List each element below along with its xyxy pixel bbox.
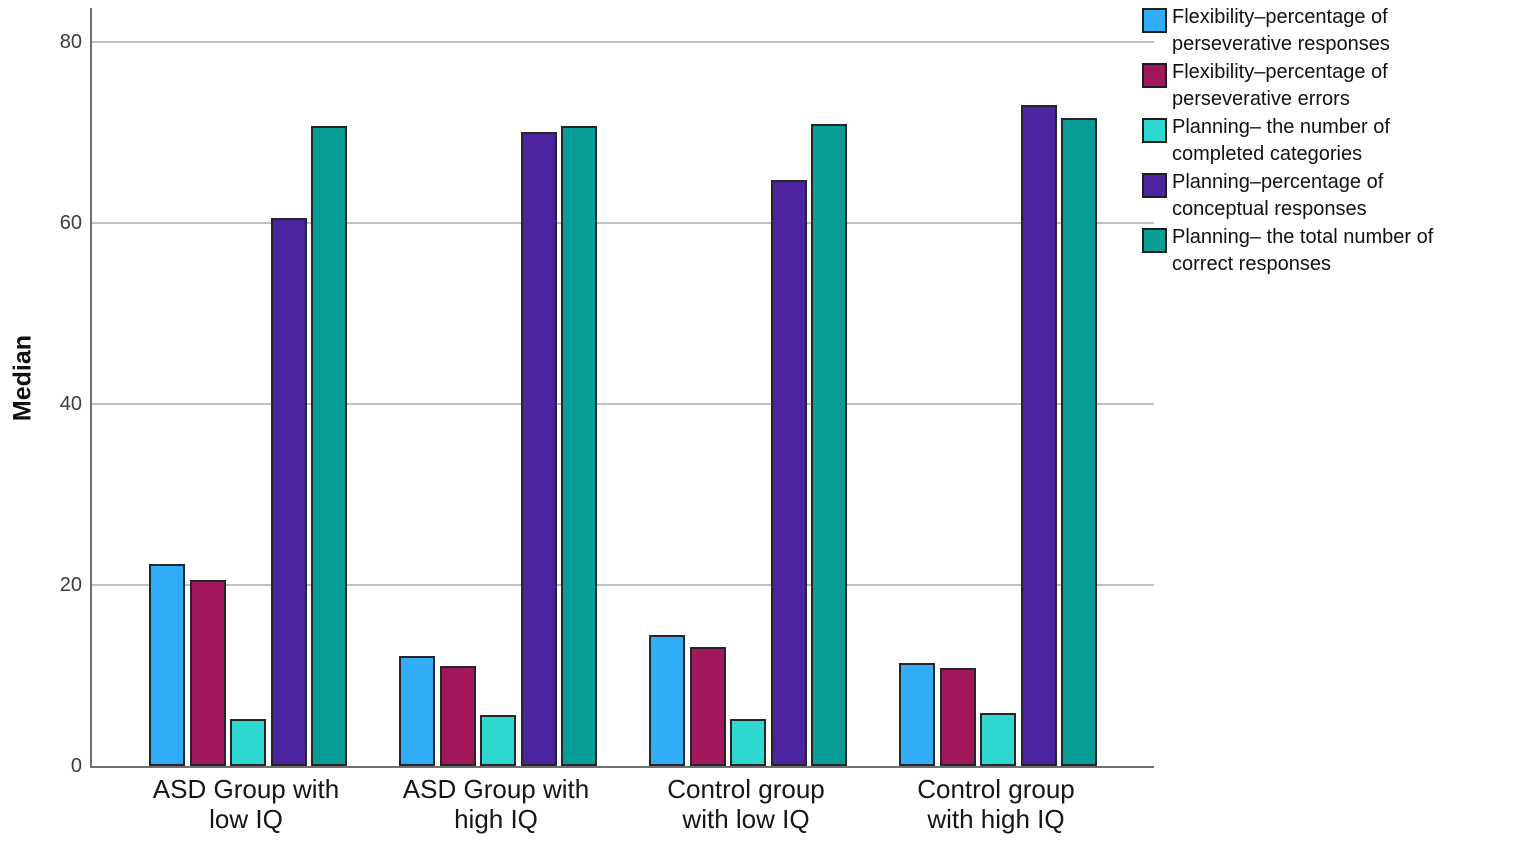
x-category-label-2: ASD Group with high IQ [397,774,595,834]
legend-label-line: completed categories [1172,143,1363,165]
legend-label: Planning–percentage of conceptual respons… [1172,169,1383,223]
y-tick-label-40: 40 [59,393,82,415]
y-tick-label-80: 80 [59,31,82,53]
bar-series5-group4 [1061,118,1097,766]
legend-swatch-icon [1142,228,1167,253]
legend-item-3: Planning– the number of completed categor… [1142,114,1534,168]
bar-series3-group4 [980,713,1016,766]
y-tick-label-60: 60 [59,212,82,234]
legend-item-2: Flexibility–percentage of perseverative e… [1142,59,1534,113]
bar-series1-group4 [899,663,935,766]
legend-label-line: conceptual responses [1172,198,1367,220]
bar-series4-group2 [520,132,557,766]
bar-series5-group1 [311,126,347,766]
x-category-label-line: high IQ [454,804,538,834]
bar-series4-group1 [270,218,307,766]
x-category-label-line: Control group [917,774,1075,804]
bar-cluster-2 [399,126,597,766]
legend-swatch-icon [1142,8,1167,33]
bar-series3-group1 [230,719,266,766]
bar-cluster-1 [149,126,347,766]
legend-swatch-icon [1142,118,1167,143]
legend-swatch-icon [1142,173,1167,198]
y-tick-label-0: 0 [70,755,82,777]
bar-cluster-4 [899,105,1097,766]
legend: Flexibility–percentage of perseverative r… [1142,4,1534,278]
legend-label-line: Planning–percentage of [1172,171,1384,193]
legend-label-line: Planning– the number of [1172,116,1390,138]
x-category-label-4: Control group with high IQ [897,774,1095,834]
x-category-label-1: ASD Group with low IQ [147,774,345,834]
legend-label: Flexibility–percentage of perseverative e… [1172,59,1388,113]
legend-label-line: correct responses [1172,253,1331,275]
x-category-label-line: ASD Group with [152,774,340,804]
bar-cluster-3 [649,124,847,766]
bar-series5-group2 [561,126,597,766]
gridline-40 [92,403,1154,405]
legend-item-1: Flexibility–percentage of perseverative r… [1142,4,1534,58]
legend-label-line: Planning– the total number of [1172,226,1434,248]
legend-label-line: perseverative responses [1172,33,1390,55]
x-axis-labels: ASD Group with low IQ ASD Group with high I… [90,774,1209,834]
x-category-label-line: with high IQ [927,804,1065,834]
legend-label: Planning– the total number of correct res… [1172,224,1433,278]
bar-series2-group2 [439,666,476,766]
bar-series1-group3 [649,635,685,766]
bar-series2-group3 [689,647,726,766]
legend-label-line: Flexibility–percentage of [1172,6,1388,28]
bar-series5-group3 [811,124,847,766]
legend-label: Planning– the number of completed categor… [1172,114,1390,168]
plot-area: 0 20 40 60 80 [60,8,1154,776]
bar-series1-group2 [399,656,435,766]
legend-item-5: Planning– the total number of correct res… [1142,224,1534,278]
x-category-label-3: Control group with low IQ [647,774,845,834]
x-category-label-line: low IQ [209,804,283,834]
gridline-20 [92,584,1154,586]
legend-label-line: perseverative errors [1172,88,1350,110]
bar-series3-group3 [730,719,766,766]
legend-label-line: Flexibility–percentage of [1172,61,1388,83]
y-axis-title: Median [8,334,37,422]
gridline-60 [92,222,1154,224]
x-category-label-line: ASD Group with [402,774,590,804]
x-category-label-line: with low IQ [682,804,810,834]
bar-series4-group4 [1020,105,1057,766]
y-tick-label-20: 20 [59,574,82,596]
legend-swatch-icon [1142,63,1167,88]
bars-layer [92,8,1154,766]
x-category-label-line: Control group [667,774,825,804]
bar-series2-group4 [939,668,976,766]
bar-series1-group1 [149,564,185,766]
bar-series3-group2 [480,715,516,766]
bar-series2-group1 [189,580,226,766]
gridline-80 [92,41,1154,43]
legend-item-4: Planning–percentage of conceptual respons… [1142,169,1534,223]
legend-label: Flexibility–percentage of perseverative r… [1172,4,1390,58]
bar-series4-group3 [770,180,807,766]
